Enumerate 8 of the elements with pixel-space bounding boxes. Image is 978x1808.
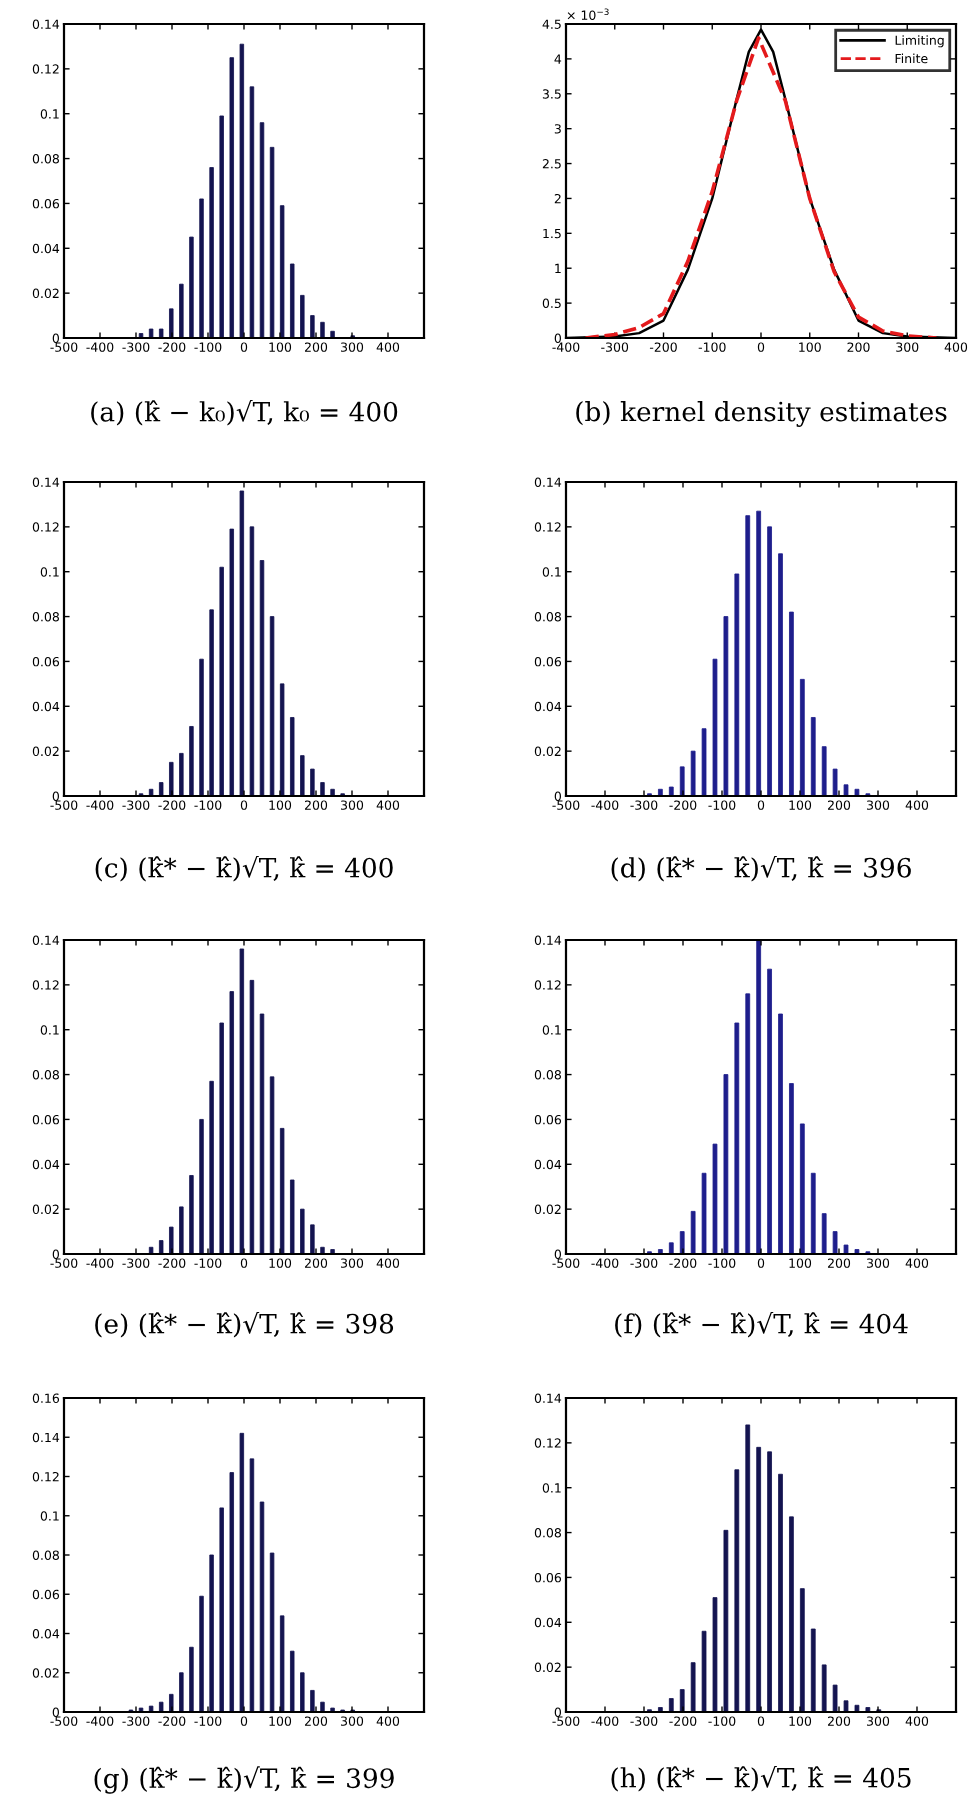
text: (g) (k̂* − k̂)√T, k̂ = 399 [94,1766,394,1794]
text: (d) (k̂* − k̂)√T, k̂ = 396 [611,855,911,882]
text: (e) (k̂* − k̂)√T, k̂ = 398 [95,1311,394,1338]
text: (c) (k̂* − k̂)√T, k̂ = 400 [95,855,393,882]
text: (h) (k̂* − k̂)√T, k̂ = 405 [611,1765,911,1792]
text: (b) kernel density estimates [576,401,947,427]
text: (f) (k̂* − k̂)√T, k̂ = 404 [615,1311,908,1338]
text: (a) (k̂ − k₀)√T, k₀ = 400 [91,399,398,426]
